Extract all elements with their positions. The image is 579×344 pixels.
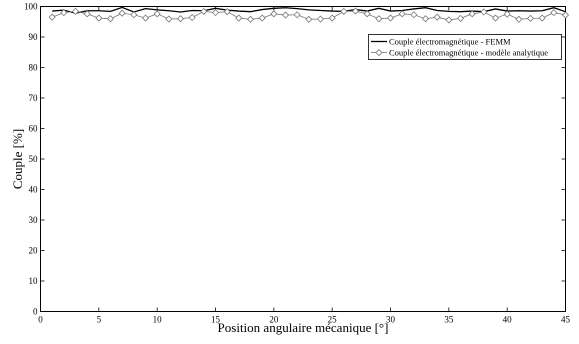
series-line-femm [52, 6, 566, 14]
data-point-analytique [200, 7, 208, 15]
legend-box [368, 34, 562, 60]
data-point-analytique [176, 15, 185, 23]
y-tick-label: 40 [29, 185, 39, 195]
data-point-analytique [223, 8, 231, 16]
data-point-analytique [188, 13, 196, 22]
data-point-analytique [48, 13, 56, 21]
series-layer [48, 6, 570, 24]
data-point-analytique [538, 14, 546, 22]
data-point-analytique [421, 15, 430, 23]
y-axis: 0 10 20 30 40 50 60 70 80 90 100 [24, 2, 566, 317]
x-tick-label: 45 [561, 315, 571, 325]
y-tick-label: 70 [29, 93, 39, 103]
legend-label-analytique: Couple électromagnétique - modèle analyt… [389, 48, 548, 58]
y-tick-label: 60 [29, 124, 39, 134]
data-point-analytique [561, 11, 570, 19]
data-point-analytique [153, 10, 161, 18]
y-tick-label: 50 [29, 154, 39, 164]
x-tick-label: 30 [386, 315, 396, 325]
data-point-analytique [340, 7, 348, 15]
data-point-analytique [445, 16, 453, 24]
data-point-analytique [235, 14, 243, 22]
data-point-analytique [503, 10, 511, 18]
data-point-analytique [351, 7, 360, 15]
data-point-analytique [515, 15, 523, 23]
x-tick-label: 40 [503, 315, 513, 325]
data-point-analytique [83, 10, 91, 18]
y-axis-label: Couple [%] [10, 129, 25, 189]
data-point-analytique [491, 14, 500, 22]
y-tick-label: 80 [29, 63, 39, 73]
data-point-analytique [375, 15, 383, 23]
data-point-analytique [550, 9, 558, 17]
data-point-analytique [305, 15, 313, 23]
x-tick-label: 35 [444, 315, 454, 325]
data-point-analytique [141, 14, 150, 22]
data-point-analytique [410, 11, 418, 19]
x-tick-label: 0 [38, 315, 43, 325]
data-point-analytique [71, 7, 80, 15]
y-tick-label: 20 [29, 246, 39, 256]
data-point-analytique [165, 15, 173, 23]
data-point-analytique [130, 11, 138, 19]
data-point-analytique [468, 10, 476, 18]
data-point-analytique [456, 14, 465, 22]
legend: Couple électromagnétique - FEMM Couple é… [368, 34, 562, 60]
x-tick-label: 5 [97, 315, 102, 325]
data-point-analytique [246, 15, 255, 23]
data-point-analytique [211, 9, 220, 17]
data-point-analytique [433, 13, 441, 21]
legend-marker-analytique [375, 48, 383, 57]
data-point-analytique [328, 14, 336, 22]
data-point-analytique [281, 11, 290, 19]
x-tick-label: 25 [328, 315, 338, 325]
y-tick-label: 90 [29, 32, 39, 42]
data-point-analytique [270, 10, 278, 18]
legend-label-femm: Couple électromagnétique - FEMM [389, 37, 511, 47]
data-point-analytique [106, 15, 115, 23]
x-axis-label: Position angulaire mécanique [°] [218, 320, 389, 335]
data-point-analytique [293, 11, 301, 19]
data-point-analytique [258, 14, 266, 22]
data-point-analytique [363, 10, 371, 18]
data-point-analytique [386, 14, 395, 22]
data-point-analytique [398, 10, 406, 18]
data-point-analytique [95, 14, 103, 22]
data-point-analytique [60, 9, 68, 17]
y-tick-label: 100 [24, 2, 38, 12]
data-point-analytique [118, 9, 126, 17]
x-tick-label: 20 [269, 315, 279, 325]
data-point-analytique [480, 8, 488, 16]
y-tick-label: 30 [29, 215, 39, 225]
x-axis: 0 5 10 15 20 25 30 35 40 45 [38, 6, 571, 325]
x-tick-label: 15 [211, 315, 221, 325]
data-point-analytique [316, 15, 325, 23]
y-tick-label: 0 [33, 307, 38, 317]
y-tick-label: 10 [29, 276, 39, 286]
x-tick-label: 10 [153, 315, 163, 325]
data-point-analytique [526, 14, 535, 22]
